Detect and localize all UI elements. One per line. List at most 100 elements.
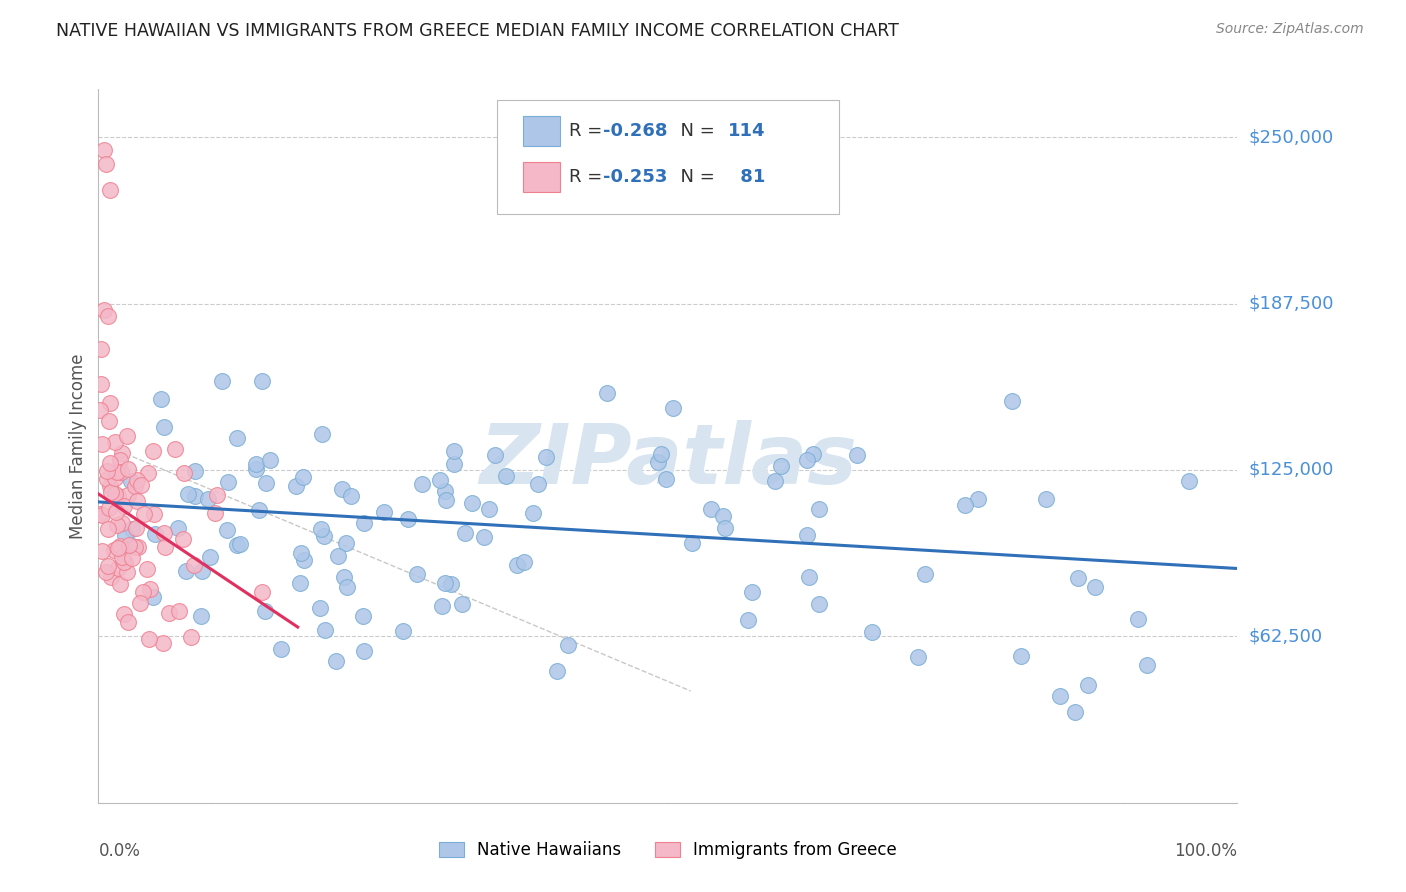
Point [93,303,115,318]
Point [117,615,139,629]
Text: -0.253: -0.253 [603,168,668,186]
Point [211,374,233,388]
Point [353,516,375,530]
Point [328,549,350,563]
Point [1177,474,1199,488]
Point [97,522,120,536]
Point [115,565,138,579]
Point [330,482,353,496]
Point [434,492,457,507]
Point [114,528,136,542]
Point [107,541,129,556]
Point [1128,611,1150,625]
Point [104,434,127,449]
Text: $125,000: $125,000 [1249,461,1334,479]
Point [229,537,252,551]
Point [860,624,883,639]
Point [1001,394,1024,409]
Point [1136,658,1159,673]
Point [484,448,506,462]
Point [247,502,270,516]
Point [142,590,165,604]
Point [157,607,180,621]
Point [184,464,207,478]
Point [100,485,122,500]
Point [650,447,672,461]
Point [132,584,155,599]
Point [93,144,115,158]
Point [967,491,990,506]
Point [955,498,977,512]
Text: $250,000: $250,000 [1249,128,1334,146]
Point [198,549,221,564]
Point [596,386,619,401]
Point [434,484,457,499]
Point [429,473,451,487]
Point [1010,648,1032,663]
Point [120,475,142,489]
Point [91,544,114,558]
Point [142,443,165,458]
Text: N =: N = [669,121,720,139]
Point [336,580,359,594]
Point [166,521,188,535]
Point [190,608,212,623]
Point [89,403,111,417]
Text: R =: R = [569,121,607,139]
Point [534,450,557,464]
Point [155,540,177,554]
Point [440,577,463,591]
Point [513,556,536,570]
Point [522,506,544,520]
Point [914,566,936,581]
Point [115,429,138,443]
Point [1049,690,1071,704]
Point [143,527,166,541]
Point [124,478,146,492]
Point [97,414,120,428]
Point [907,650,929,665]
Point [105,518,128,533]
Point [117,488,139,502]
Point [108,540,131,554]
Point [91,437,114,451]
Point [333,570,356,584]
Point [174,565,197,579]
Point [142,507,165,521]
Text: NATIVE HAWAIIAN VS IMMIGRANTS FROM GREECE MEDIAN FAMILY INCOME CORRELATION CHART: NATIVE HAWAIIAN VS IMMIGRANTS FROM GREEC… [56,22,898,40]
Point [107,489,129,503]
Point [478,502,501,516]
Point [114,555,136,569]
Point [770,459,793,474]
Point [1067,571,1090,585]
Point [105,466,128,480]
Text: Source: ZipAtlas.com: Source: ZipAtlas.com [1216,22,1364,37]
Point [353,644,375,658]
Point [183,558,205,572]
Point [152,635,174,649]
Point [111,446,134,460]
Point [1084,580,1107,594]
Point [226,431,249,445]
Point [353,609,375,624]
Point [373,505,395,519]
Text: $62,500: $62,500 [1249,627,1323,646]
Text: -0.268: -0.268 [603,121,668,139]
Point [117,462,139,476]
Point [98,396,121,410]
Point [796,453,818,467]
Point [461,496,484,510]
Point [472,530,495,544]
Text: ZIPatlas: ZIPatlas [479,420,856,500]
Point [96,464,118,478]
Point [557,639,579,653]
Point [112,607,135,622]
Point [434,576,457,591]
FancyBboxPatch shape [523,116,560,145]
Point [290,546,312,560]
Point [204,506,226,520]
Point [98,479,121,493]
Point [217,475,239,489]
Point [713,520,735,534]
Point [392,624,415,639]
